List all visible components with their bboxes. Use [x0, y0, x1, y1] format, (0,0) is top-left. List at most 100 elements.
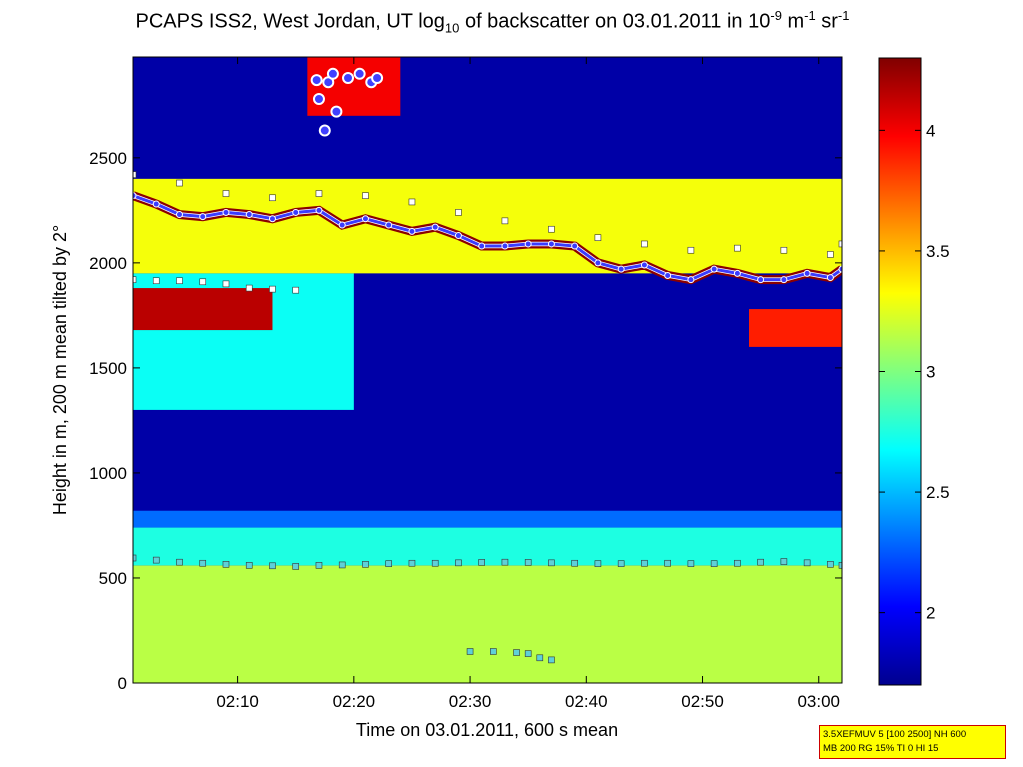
point-MLH [780, 276, 788, 284]
point-upper-layer [734, 244, 741, 252]
point-upper-layer [408, 198, 416, 206]
point-MLH [594, 259, 602, 267]
colorbar-tick-label: 3 [926, 363, 935, 382]
point-MLH [292, 208, 300, 216]
point-inversion [176, 558, 183, 566]
point-ground-layer [513, 649, 520, 656]
point-cloud-base [330, 105, 343, 118]
point-cloud-base [318, 124, 331, 137]
point-upper-layer [222, 190, 230, 197]
point-upper-layer [594, 234, 602, 241]
field-aerosol-transition [133, 510, 842, 528]
point-inversion [455, 559, 462, 567]
point-upper-layer [687, 246, 695, 254]
point-inversion [431, 559, 439, 567]
heatmap-field [133, 57, 842, 683]
point-inversion [478, 559, 485, 566]
colorbar-tick-label: 3.5 [926, 242, 950, 261]
point-inversion [803, 559, 811, 567]
y-axis-label: Height in m, 200 m mean tilted by 2° [50, 225, 70, 515]
point-MLH [710, 265, 718, 273]
colorbar-tick-label: 2.5 [926, 483, 950, 502]
point-inversion [757, 558, 764, 566]
field-red-patch-east [749, 309, 842, 347]
point-upper-layer [133, 171, 137, 178]
colorbar [879, 58, 921, 685]
point-inversion [152, 556, 160, 564]
point-inversion [408, 559, 416, 567]
point-mid-layer [269, 285, 276, 293]
field-surface-layer [133, 565, 842, 683]
point-MLH [687, 276, 695, 284]
point-ground-layer [548, 656, 555, 664]
point-upper-layer [838, 240, 842, 248]
point-inversion [199, 559, 207, 567]
point-mid-layer [152, 277, 160, 285]
point-MLH [408, 227, 416, 235]
point-inversion [315, 562, 323, 569]
point-ground-layer [466, 648, 474, 655]
point-inversion [617, 560, 625, 567]
field-cloud-top [307, 57, 401, 116]
y-axis: 0 500 1000 1500 2000 2500 [89, 149, 842, 693]
x-tick-label: 02:50 [681, 692, 724, 711]
point-mid-layer [176, 277, 183, 285]
point-upper-layer [548, 225, 555, 233]
point-MLH [431, 223, 439, 231]
layer-markers [133, 67, 842, 664]
point-inversion [133, 554, 137, 562]
field-red-patch-west [133, 288, 273, 331]
point-ground-layer [536, 654, 544, 662]
x-tick-label: 02:30 [449, 692, 492, 711]
point-MLH [733, 269, 741, 277]
point-MLH [617, 265, 625, 273]
info-line-1: 3.5XEFMUV 5 [100 2500] NH 600 [823, 729, 967, 740]
point-mid-layer [245, 284, 253, 292]
point-inversion [245, 562, 253, 569]
point-MLH [803, 269, 811, 277]
point-MLH [664, 271, 672, 279]
point-inversion [269, 562, 276, 570]
y-tick-label: 2000 [89, 254, 127, 273]
point-MLH [152, 200, 160, 208]
point-inversion [664, 559, 671, 567]
chart-title: PCAPS ISS2, West Jordan, UT log10 of bac… [135, 8, 850, 36]
point-mid-layer [199, 278, 207, 286]
point-upper-layer [269, 194, 276, 202]
point-cloud-base [326, 67, 339, 80]
x-tick-label: 02:20 [333, 692, 376, 711]
point-MLH [524, 240, 532, 248]
point-inversion [594, 560, 602, 567]
point-MLH [361, 215, 369, 223]
point-cloud-base [342, 72, 355, 85]
point-mid-layer [133, 276, 137, 283]
point-MLH [757, 276, 765, 284]
series-MLH-line [133, 194, 842, 282]
point-MLH [133, 192, 137, 200]
point-upper-layer [315, 190, 323, 197]
y-tick-label: 1000 [89, 464, 127, 483]
point-MLH [501, 242, 509, 250]
point-inversion [571, 559, 578, 567]
point-MLH [547, 240, 555, 248]
point-inversion [838, 562, 842, 569]
point-inversion [687, 560, 695, 567]
point-inversion [501, 558, 509, 566]
point-MLH [338, 221, 346, 229]
x-axis: 02:10 02:20 02:30 02:40 02:50 03:00 [216, 57, 840, 711]
field-lower-aerosol [133, 527, 842, 566]
plot-frame [132, 56, 843, 684]
point-inversion [222, 561, 230, 568]
point-MLH [478, 242, 486, 250]
point-inversion [827, 561, 834, 568]
point-inversion [338, 561, 346, 569]
point-MLH [826, 274, 834, 282]
point-cloud-base [310, 74, 323, 87]
point-inversion [524, 559, 532, 566]
point-MLH [640, 261, 648, 269]
point-upper-layer [501, 217, 509, 225]
point-MLH [175, 211, 183, 219]
colorbar-tick-label: 2 [926, 604, 935, 623]
point-mid-layer [292, 286, 300, 294]
